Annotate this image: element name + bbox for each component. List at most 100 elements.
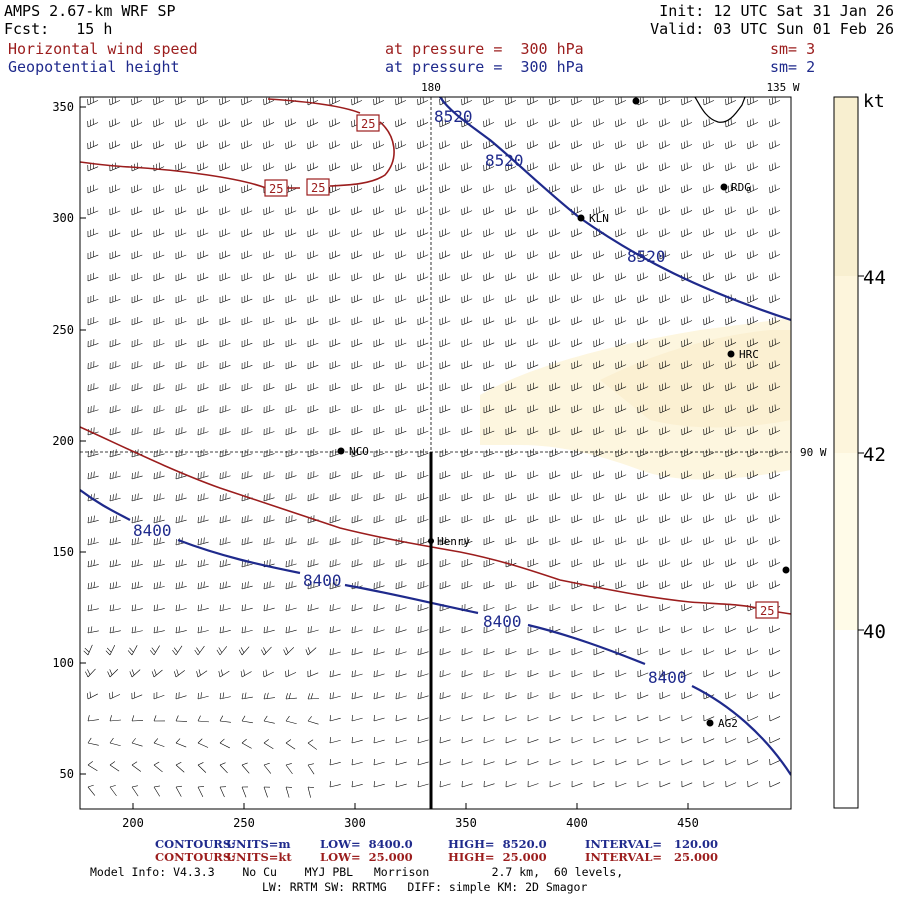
- wind-barb: [505, 629, 517, 634]
- y-tick-label: 150: [52, 545, 74, 559]
- wind-barb: [351, 739, 363, 744]
- wind-barb-feather: [112, 516, 114, 523]
- wind-barb: [461, 100, 473, 106]
- wind-barb: [153, 254, 165, 260]
- wind-barb: [505, 452, 517, 458]
- wind-barb: [109, 519, 121, 524]
- wind-barb: [505, 761, 517, 766]
- wind-barb-feather: [263, 647, 267, 653]
- wind-barb: [351, 298, 363, 304]
- wind-barb: [549, 518, 561, 524]
- wind-barb-feather: [93, 581, 95, 588]
- wind-barb: [351, 717, 363, 722]
- wind-barb: [307, 298, 319, 304]
- wind-barb: [769, 166, 781, 172]
- wind-barb: [593, 144, 605, 150]
- wind-barb: [395, 585, 407, 590]
- init-time: Init: 12 UTC Sat 31 Jan 26: [659, 2, 894, 20]
- wind-barb: [659, 276, 671, 282]
- wind-barb: [461, 342, 473, 348]
- wind-barb: [747, 738, 759, 744]
- wind-barb: [153, 276, 165, 282]
- wind-barb: [439, 386, 451, 392]
- wind-barb: [527, 452, 539, 458]
- colorbar-label-44: 44: [863, 267, 886, 289]
- wind-barb: [549, 386, 561, 392]
- wind-barb: [593, 672, 605, 678]
- wind-barb: [461, 320, 473, 326]
- wind-barb: [87, 542, 99, 546]
- wind-barb: [219, 431, 231, 436]
- wind-barb: [307, 672, 319, 678]
- wind-barb: [241, 453, 253, 458]
- wind-barb: [505, 320, 517, 326]
- wind-barb: [637, 782, 649, 788]
- wind-barb: [307, 144, 319, 150]
- wind-barb: [769, 540, 781, 546]
- wind-barb: [571, 232, 583, 238]
- wind-barb: [439, 783, 451, 788]
- wind-barb-feather: [131, 539, 133, 546]
- wind-barb: [461, 540, 473, 546]
- wind-barb: [373, 651, 385, 656]
- wind-barb: [329, 563, 341, 568]
- wind-barb: [153, 497, 165, 502]
- wind-barb: [681, 342, 693, 348]
- wind-barb: [725, 782, 737, 788]
- wind-barb-feather: [131, 669, 135, 676]
- wind-barb-feather: [332, 648, 334, 655]
- wind-barb: [615, 694, 627, 700]
- wind-barb: [615, 100, 627, 106]
- wind-barb: [351, 695, 363, 700]
- wind-barb: [527, 562, 539, 568]
- wind-barb-feather: [175, 538, 177, 546]
- wind-barb: [197, 100, 209, 106]
- wind-barb: [351, 607, 363, 612]
- colorbar-band-42: [834, 276, 858, 453]
- wind-barb: [593, 606, 605, 612]
- wind-barb: [483, 562, 495, 568]
- wind-barb-feather: [373, 781, 375, 788]
- wind-barb: [109, 719, 121, 722]
- wind-barb: [571, 100, 583, 106]
- wind-barb: [373, 320, 385, 326]
- wind-barb: [593, 782, 605, 788]
- wind-barb-feather: [219, 605, 221, 612]
- wind-barb: [263, 786, 268, 798]
- wind-barb: [549, 717, 561, 722]
- wind-barb-feather: [310, 626, 312, 633]
- wind-barb: [615, 760, 627, 766]
- wind-barb: [637, 166, 649, 172]
- wind-barb: [439, 232, 451, 238]
- wind-barb: [527, 783, 539, 788]
- wind-barb-feather: [153, 715, 157, 722]
- wind-barb: [725, 606, 737, 612]
- wind-barb-feather: [153, 605, 156, 612]
- wind-barb: [483, 717, 495, 722]
- wind-barb: [175, 210, 187, 216]
- wind-barb-feather: [129, 647, 134, 653]
- wind-barb: [461, 122, 473, 128]
- wind-barb-feather: [107, 671, 111, 678]
- wind-barb: [373, 497, 385, 502]
- wind-barb: [219, 453, 231, 458]
- wind-barb: [593, 320, 605, 326]
- wind-barb: [131, 431, 143, 436]
- wind-barb: [571, 254, 583, 260]
- wind-barb: [197, 519, 209, 524]
- wind-barb: [615, 276, 627, 282]
- wind-barb-feather: [112, 582, 115, 589]
- wind-barb-feather: [137, 493, 139, 500]
- wind-barb: [241, 298, 253, 304]
- colorbar-band-low: [834, 630, 858, 808]
- wind-barb: [439, 166, 451, 172]
- wind-barb: [461, 518, 473, 524]
- wind-barb-feather: [153, 539, 155, 546]
- wind-barb: [593, 694, 605, 700]
- wind-barb: [725, 430, 737, 436]
- wind-barb: [131, 298, 143, 304]
- wind-barb: [769, 672, 781, 678]
- wind-barb-feather: [266, 582, 268, 589]
- wind-barb-feather: [219, 560, 221, 568]
- wind-barb: [505, 298, 517, 304]
